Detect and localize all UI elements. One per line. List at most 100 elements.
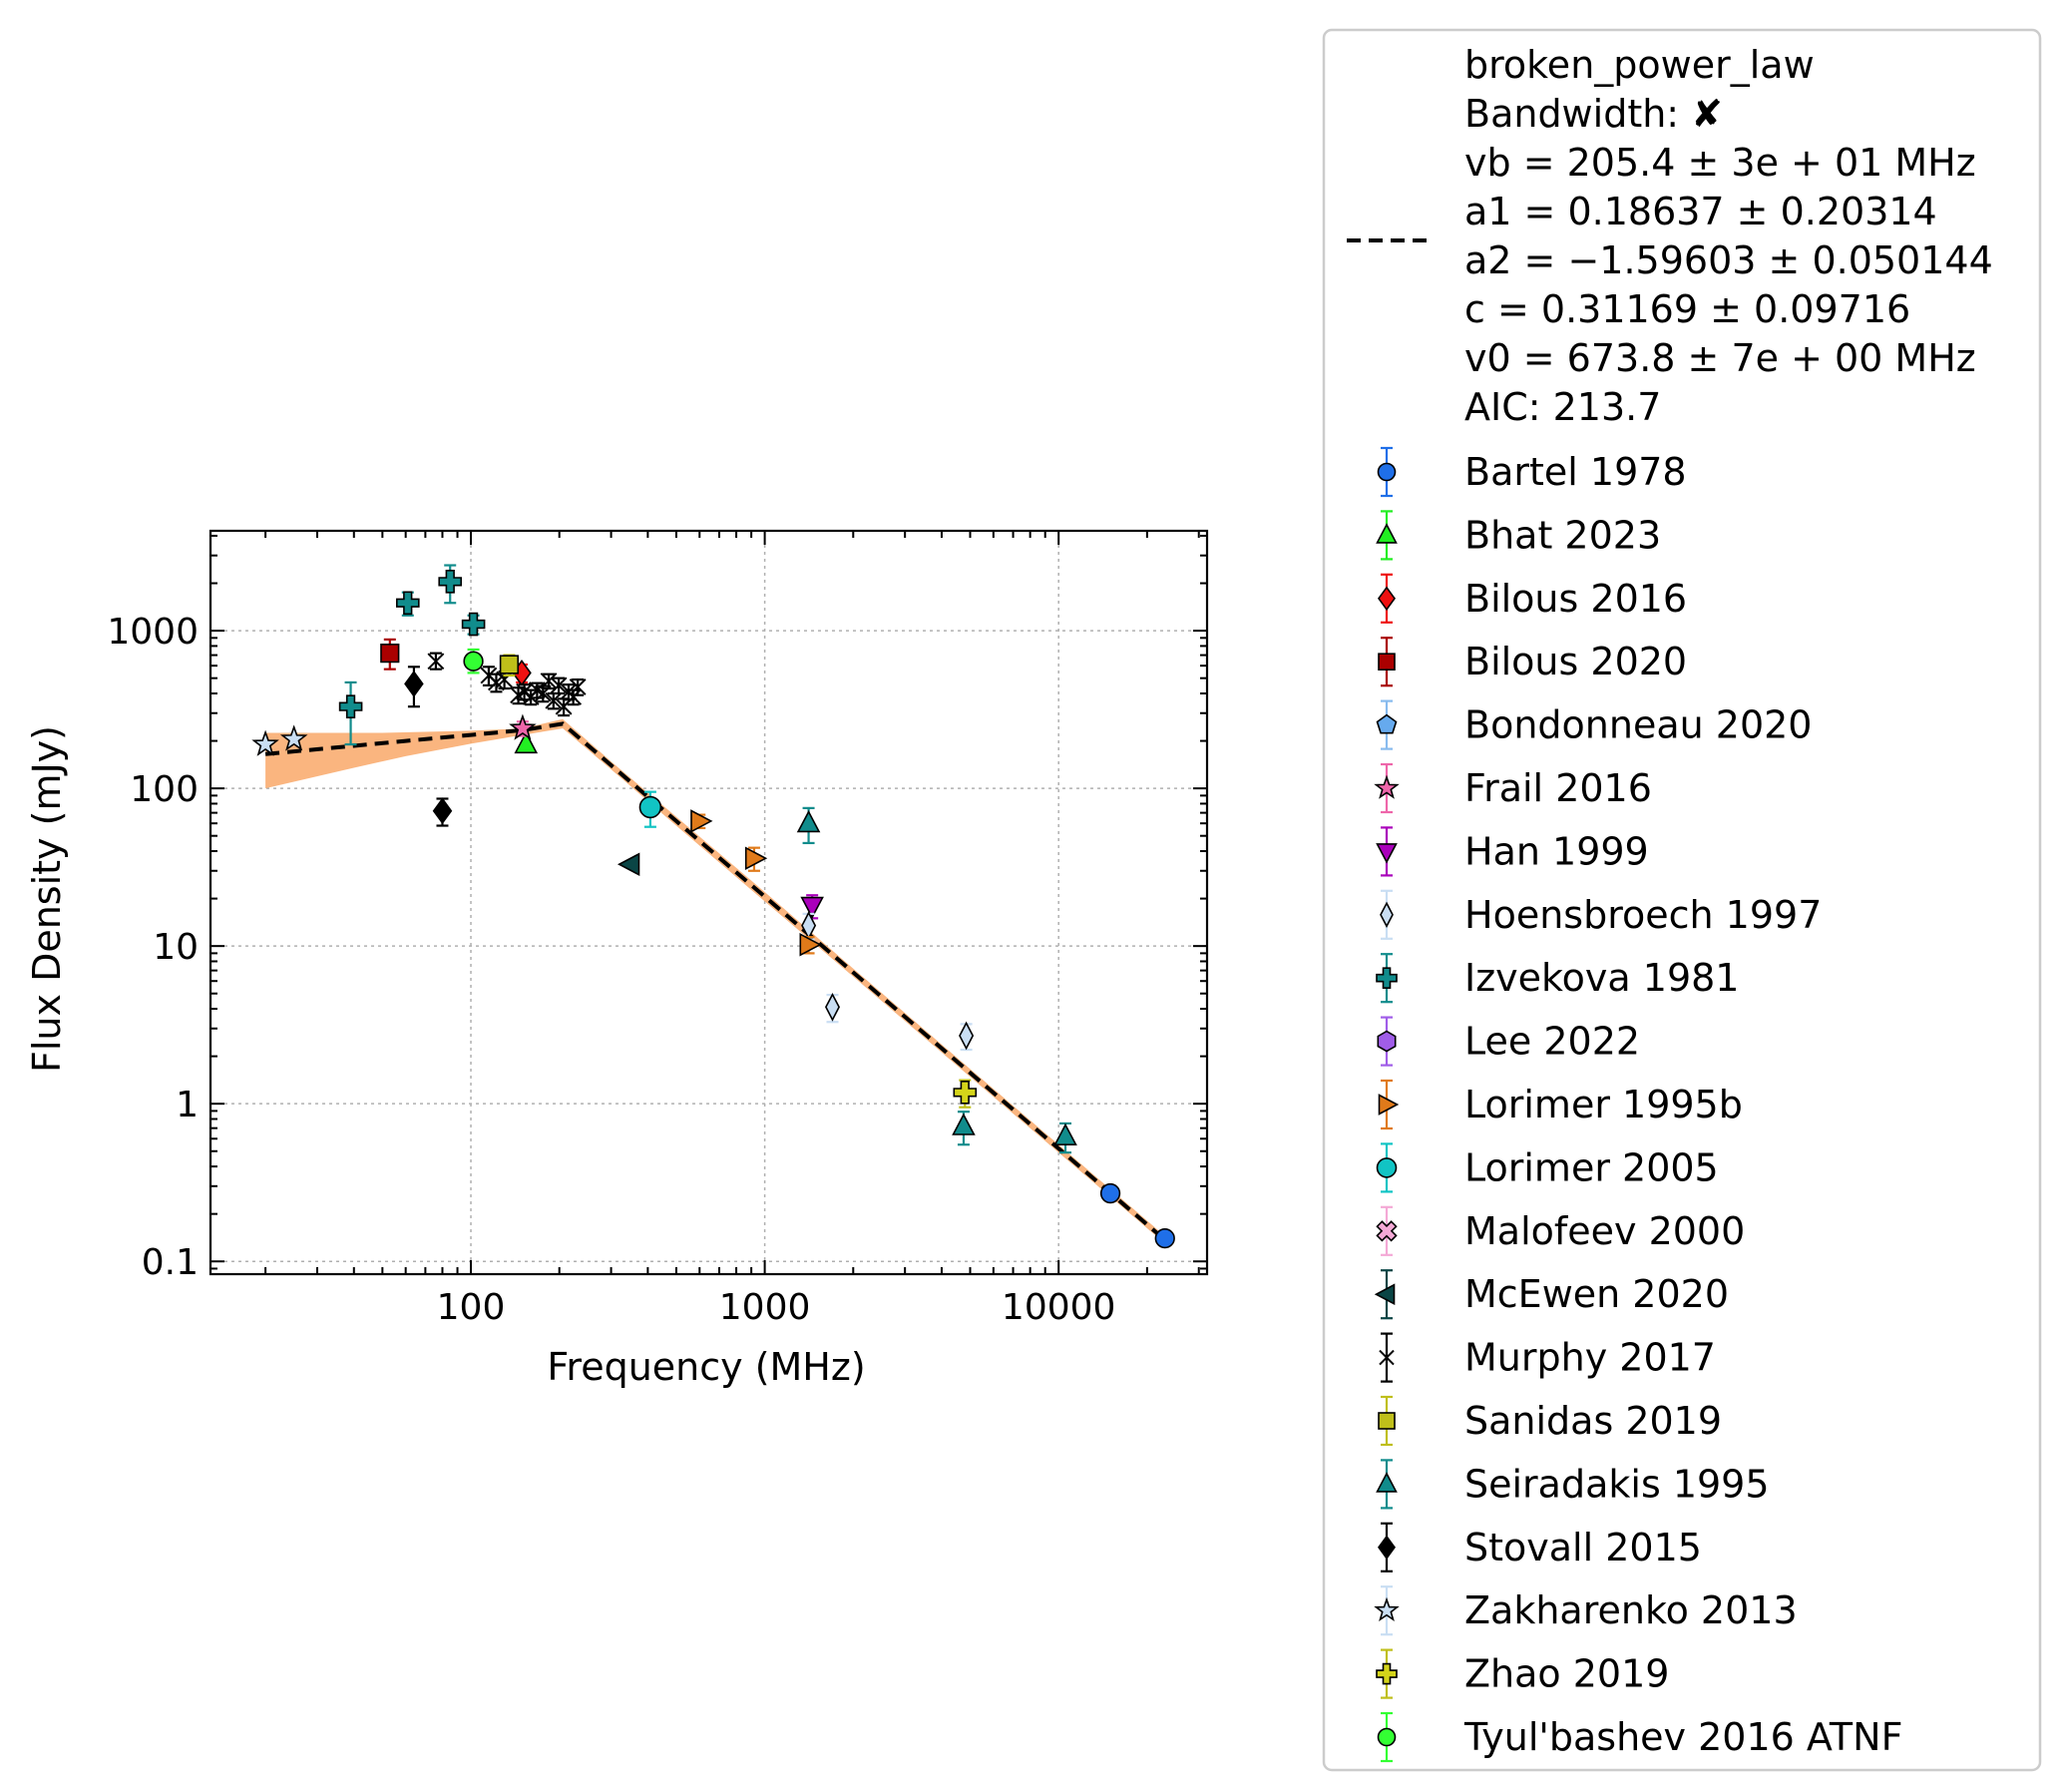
legend-item-lee-2022: Lee 2022 xyxy=(1377,1016,1640,1067)
marker-stroke xyxy=(427,653,445,671)
marker xyxy=(427,653,445,671)
marker xyxy=(1099,1182,1121,1204)
data-point-bilous-2020 xyxy=(380,638,400,671)
marker xyxy=(617,852,640,877)
marker xyxy=(499,655,520,674)
marker xyxy=(380,644,400,664)
data-point-zhao-2019 xyxy=(953,1079,978,1109)
data-point-murphy-2017 xyxy=(540,672,558,690)
marker xyxy=(463,651,484,672)
legend-marker xyxy=(1377,1727,1397,1747)
legend: broken_power_law Bandwidth: ✘ vb = 205.4 ±… xyxy=(1322,28,2042,1772)
legend-label: Tyul'bashev 2016 ATNF xyxy=(1463,1715,1902,1759)
data-point-seiradakis-1995 xyxy=(1053,1121,1077,1154)
marker xyxy=(953,1081,978,1105)
plot-frame xyxy=(208,529,1209,1276)
data-point-murphy-2017 xyxy=(550,676,568,695)
legend-item-hoensbroech-1997: Hoensbroech 1997 xyxy=(1380,889,1822,940)
marker xyxy=(461,612,486,637)
legend-item-han-1999: Han 1999 xyxy=(1376,826,1649,877)
marker xyxy=(800,896,824,920)
data-point-bhat-2023 xyxy=(514,730,539,754)
marker-stroke xyxy=(545,691,563,709)
marker xyxy=(279,724,308,751)
legend-label: Han 1999 xyxy=(1464,829,1649,873)
data-point-stovall-2015 xyxy=(404,666,424,708)
legend-label: Izvekova 1981 xyxy=(1464,956,1739,1000)
marker xyxy=(545,691,563,709)
legend-fit-text: c = 0.31169 ± 0.09716 xyxy=(1464,287,1910,331)
axes xyxy=(208,529,1209,1276)
legend-item-seiradakis-1995: Seiradakis 1995 xyxy=(1376,1459,1770,1510)
legend-marker xyxy=(1376,1662,1398,1685)
marker xyxy=(1053,1122,1077,1145)
legend-label: Hoensbroech 1997 xyxy=(1464,893,1822,937)
legend-marker xyxy=(1376,967,1398,990)
data-point-zakharenko-2013 xyxy=(251,729,279,756)
legend-fit-text: a1 = 0.18637 ± 0.20314 xyxy=(1464,190,1937,233)
y-tick-label: 100 xyxy=(130,769,199,810)
data-point-lorimer-1995b xyxy=(799,932,822,957)
legend-label: Bhat 2023 xyxy=(1464,513,1661,557)
legend-label: Murphy 2017 xyxy=(1464,1336,1716,1380)
legend-marker xyxy=(1376,523,1398,544)
data-point-lorimer-2005 xyxy=(638,790,662,828)
legend-fit-entry: broken_power_law Bandwidth: ✘ vb = 205.4 ±… xyxy=(1347,43,1993,429)
marker xyxy=(638,795,662,819)
x-tick-label: 100 xyxy=(437,1287,506,1328)
axis-ticks: 100 1000 10000 0.1 1 10 100 1000 xyxy=(107,531,1207,1328)
data-points xyxy=(251,564,1175,1249)
legend-item-murphy-2017: Murphy 2017 xyxy=(1379,1332,1716,1383)
legend-marker xyxy=(1374,1596,1400,1622)
legend-marker xyxy=(1376,843,1398,864)
legend-fit-text: AIC: 213.7 xyxy=(1464,385,1661,429)
legend-marker xyxy=(1378,1094,1400,1116)
marker xyxy=(952,1113,976,1135)
marker xyxy=(569,678,587,695)
legend-marker xyxy=(1377,1030,1397,1053)
legend-item-bilous-2020: Bilous 2020 xyxy=(1378,637,1687,687)
marker xyxy=(744,846,768,871)
legend-marker xyxy=(1377,462,1397,482)
legend-fit-text: Bandwidth: ✘ xyxy=(1464,92,1723,136)
fit-uncertainty-band xyxy=(265,718,1165,1244)
y-axis-label: Flux Density (mJy) xyxy=(25,725,69,1073)
legend-item-frail-2016: Frail 2016 xyxy=(1374,762,1652,814)
legend-label: McEwen 2020 xyxy=(1464,1272,1729,1316)
legend-marker-stroke xyxy=(1379,1349,1395,1366)
legend-marker xyxy=(1376,1472,1398,1493)
marker xyxy=(438,569,463,594)
marker xyxy=(1154,1227,1175,1249)
x-axis-label: Frequency (MHz) xyxy=(547,1345,865,1389)
legend-item-bartel-1978: Bartel 1978 xyxy=(1377,446,1687,498)
legend-fit-text: vb = 205.4 ± 3e + 01 MHz xyxy=(1464,141,1976,185)
legend-label: Bilous 2020 xyxy=(1464,640,1687,683)
marker xyxy=(550,676,568,694)
legend-marker xyxy=(1376,713,1398,734)
data-point-lorimer-1995b xyxy=(690,809,713,833)
legend-marker xyxy=(1378,1412,1396,1430)
legend-item-mcewen-2020: McEwen 2020 xyxy=(1374,1269,1729,1320)
legend-item-tyul-bashev-2016-atnf: Tyul'bashev 2016 ATNF xyxy=(1377,1711,1902,1763)
fit-line xyxy=(264,721,1167,1242)
fit-line-layer xyxy=(264,721,1167,1242)
data-point-sanidas-2019 xyxy=(499,654,520,677)
legend-label: Bondonneau 2020 xyxy=(1464,703,1812,747)
legend-label: Lorimer 2005 xyxy=(1464,1145,1719,1189)
legend-item-lorimer-1995b: Lorimer 1995b xyxy=(1378,1079,1743,1130)
marker xyxy=(432,797,453,825)
legend-item-zhao-2019: Zhao 2019 xyxy=(1376,1648,1669,1699)
marker-stroke xyxy=(550,676,568,694)
grid-lines xyxy=(210,531,1207,1274)
data-point-seiradakis-1995 xyxy=(796,806,821,845)
legend-label: Malofeev 2000 xyxy=(1464,1209,1745,1253)
data-point-tyul-bashev-2016-atnf xyxy=(463,648,484,674)
x-tick-label: 1000 xyxy=(719,1287,811,1328)
legend-label: Zakharenko 2013 xyxy=(1464,1588,1798,1632)
marker xyxy=(251,729,279,756)
marker xyxy=(514,730,539,754)
marker xyxy=(404,670,424,697)
legend-label: Sanidas 2019 xyxy=(1464,1399,1722,1443)
legend-marker xyxy=(1378,653,1396,672)
legend-label: Lee 2022 xyxy=(1464,1020,1640,1064)
